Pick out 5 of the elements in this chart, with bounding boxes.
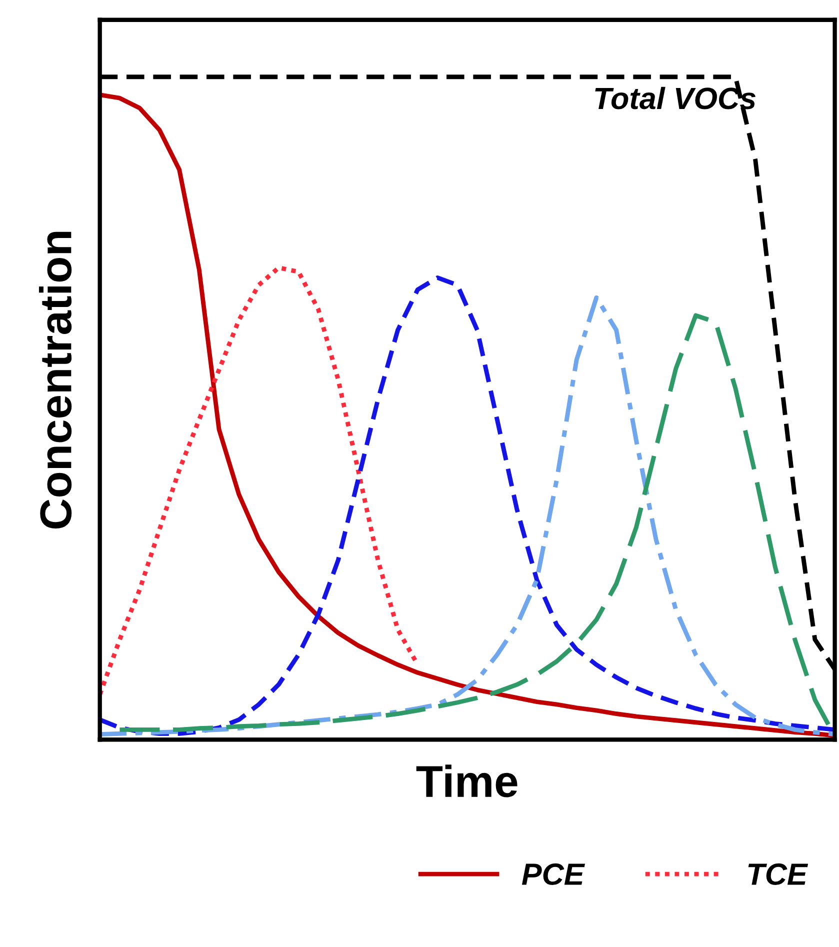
y-axis-title: Concentration [38, 232, 72, 529]
legend-label: TCE [748, 863, 808, 886]
annotation: Total VOCs [595, 86, 756, 110]
legend-label: PCE [522, 863, 586, 886]
x-axis-title: Time [416, 764, 518, 798]
